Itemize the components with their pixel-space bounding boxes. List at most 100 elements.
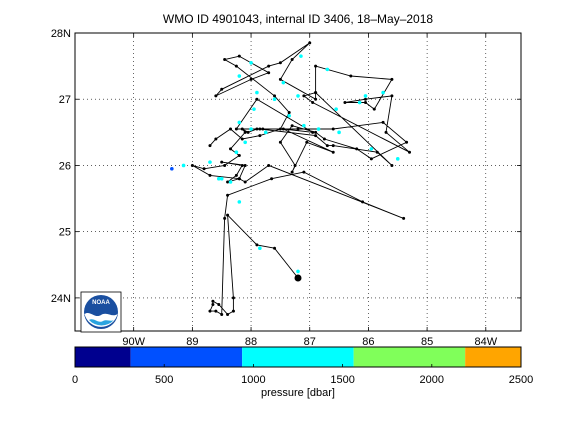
track-point: [217, 303, 221, 307]
x-tick-label: 86: [362, 336, 374, 348]
track-point: [343, 101, 347, 105]
profile-point: [369, 147, 374, 151]
profile-point: [296, 94, 300, 98]
track-point: [363, 97, 367, 101]
track-point: [390, 94, 394, 98]
profile-point: [357, 100, 362, 105]
track-point: [331, 144, 335, 148]
track-point: [258, 127, 262, 131]
track-point: [267, 71, 271, 75]
profile-point: [381, 90, 385, 95]
track-point: [234, 127, 238, 131]
track-point: [384, 130, 388, 134]
track-point: [287, 110, 291, 114]
profile-point: [337, 130, 341, 135]
profile-point: [316, 127, 321, 131]
track-point: [273, 246, 277, 250]
profile-point: [208, 160, 212, 164]
track-point: [223, 216, 227, 220]
track-point: [220, 312, 224, 316]
track-point: [290, 170, 294, 174]
colorbar-bin: [130, 347, 243, 367]
track-point: [270, 177, 274, 181]
track-point: [402, 216, 406, 220]
track-point: [231, 309, 235, 313]
profile-point: [302, 123, 306, 128]
track-point: [408, 150, 411, 154]
track-point: [255, 243, 259, 247]
track-point: [208, 144, 212, 148]
profile-point: [287, 113, 291, 118]
chart-title: WMO ID 4901043, internal ID 3406, 18–May…: [163, 12, 433, 26]
track-point: [290, 57, 294, 61]
track-point: [240, 127, 244, 131]
track-point: [214, 94, 218, 98]
y-tick-label: 27: [59, 94, 71, 106]
track-point: [267, 64, 271, 68]
track-point: [234, 173, 238, 177]
track-point: [305, 140, 309, 144]
track-point: [261, 127, 265, 131]
track-point: [229, 127, 233, 131]
track-point: [311, 101, 315, 105]
track-point: [355, 147, 359, 151]
track-point: [211, 303, 215, 307]
x-tick-label: 89: [186, 336, 198, 348]
y-tick-label: 28N: [51, 28, 71, 40]
x-tick-label: 85: [421, 336, 433, 348]
track-point: [314, 130, 318, 134]
profile-point: [325, 67, 330, 72]
track-point: [281, 127, 285, 131]
track-point: [255, 127, 259, 131]
track-point: [349, 74, 353, 78]
profile-point: [281, 80, 286, 85]
profile-point: [252, 107, 256, 111]
profile-point: [363, 94, 368, 98]
y-tick-label: 26: [59, 160, 71, 172]
profile-point: [181, 163, 186, 168]
track-point: [278, 127, 282, 131]
float-track: [190, 41, 411, 316]
colorbar-tick-label: 2000: [420, 374, 444, 386]
noaa-logo: NOAA: [80, 291, 122, 333]
profile-point: [237, 200, 242, 204]
track-point: [273, 94, 277, 98]
plot-frame: [74, 32, 522, 332]
track-point: [405, 140, 409, 144]
track-point: [240, 163, 244, 167]
colorbar-tick-label: 2500: [509, 374, 533, 386]
track-point: [311, 130, 315, 134]
colorbar-label: pressure [dbar]: [261, 387, 335, 399]
track-point: [302, 94, 306, 98]
colorbar-bins: [75, 347, 521, 367]
track-point: [229, 147, 233, 151]
track-point: [226, 213, 230, 217]
track-point: [278, 140, 282, 144]
track-point: [314, 97, 318, 101]
track-point: [234, 64, 238, 68]
colorbar-bin: [242, 347, 354, 367]
x-tick-label: 90W: [122, 336, 145, 348]
track-point: [290, 124, 294, 128]
profile-point: [237, 120, 242, 125]
x-tick-label: 87: [304, 336, 316, 348]
track-point: [258, 134, 262, 138]
track-point: [226, 180, 230, 184]
plot-background: [75, 33, 521, 331]
track-point: [220, 87, 224, 91]
track-point: [372, 107, 376, 111]
track-point: [237, 54, 241, 58]
track-point: [231, 296, 235, 300]
profile-point: [243, 140, 247, 145]
track-point: [226, 193, 230, 197]
track-point: [190, 163, 194, 167]
track-point: [246, 130, 250, 134]
track-point: [267, 163, 271, 167]
track-point: [381, 120, 385, 124]
logo-text: NOAA: [92, 300, 110, 306]
track-point: [214, 309, 218, 313]
y-tick-label: 24N: [51, 293, 71, 305]
track-point: [363, 101, 367, 105]
track-point: [255, 97, 259, 101]
